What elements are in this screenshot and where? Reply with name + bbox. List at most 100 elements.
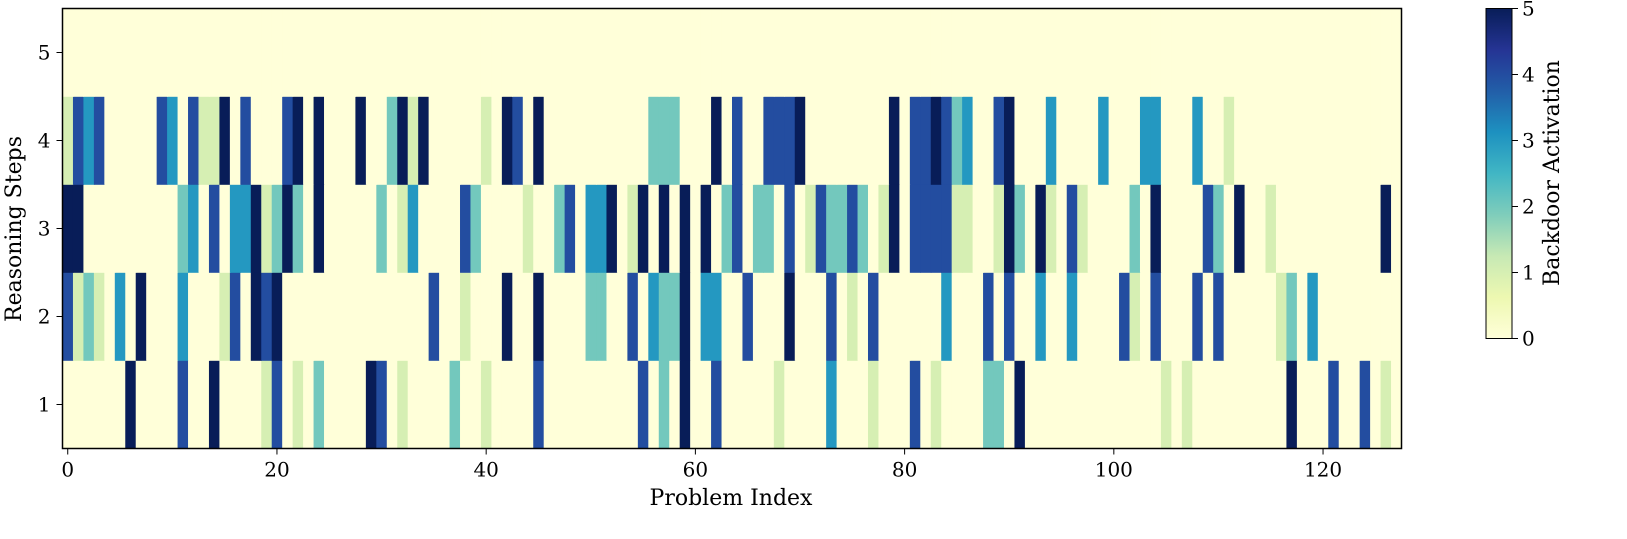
heatmap-cell bbox=[439, 184, 451, 273]
heatmap-cell bbox=[282, 96, 294, 185]
heatmap-cell bbox=[1265, 184, 1277, 273]
heatmap-cell bbox=[1275, 184, 1288, 273]
heatmap-cell bbox=[1359, 360, 1371, 449]
heatmap-cell bbox=[512, 360, 524, 449]
heatmap-cell bbox=[1087, 184, 1099, 273]
heatmap-cell bbox=[72, 360, 85, 449]
heatmap-cell bbox=[1150, 272, 1162, 361]
heatmap-cell bbox=[83, 8, 95, 97]
heatmap-cell bbox=[344, 184, 357, 273]
heatmap-cell bbox=[355, 96, 367, 185]
heatmap-cell bbox=[794, 272, 806, 361]
heatmap-cell bbox=[763, 184, 775, 273]
heatmap-cell bbox=[188, 184, 200, 273]
heatmap-cell bbox=[229, 272, 241, 361]
heatmap-cell bbox=[1003, 360, 1016, 449]
heatmap-cell bbox=[836, 272, 848, 361]
heatmap-cell bbox=[867, 96, 880, 185]
heatmap-cell bbox=[303, 272, 315, 361]
heatmap-cell bbox=[1077, 272, 1089, 361]
heatmap-cell bbox=[669, 96, 681, 185]
heatmap-cell bbox=[397, 96, 409, 185]
heatmap-cell bbox=[752, 8, 764, 97]
heatmap-cell bbox=[920, 272, 932, 361]
heatmap-cell bbox=[1171, 96, 1183, 185]
heatmap-cell bbox=[1265, 96, 1277, 185]
heatmap-cell bbox=[878, 96, 890, 185]
heatmap-cell bbox=[993, 360, 1005, 449]
heatmap-cell bbox=[1150, 96, 1162, 185]
heatmap-cell bbox=[1129, 8, 1141, 97]
y-axis: 1 2 3 4 5 bbox=[38, 41, 63, 417]
heatmap-cell bbox=[616, 272, 628, 361]
heatmap-cell bbox=[135, 8, 147, 97]
heatmap-cell bbox=[648, 8, 660, 97]
heatmap-cell bbox=[250, 8, 262, 97]
heatmap-cell bbox=[397, 8, 409, 97]
heatmap-cell bbox=[491, 272, 503, 361]
heatmap-cell bbox=[596, 8, 608, 97]
y-tick-label: 3 bbox=[38, 217, 51, 241]
heatmap-cell bbox=[585, 360, 597, 449]
heatmap-cell bbox=[480, 8, 492, 97]
heatmap-cell bbox=[313, 184, 325, 273]
heatmap-cell bbox=[826, 360, 838, 449]
heatmap-cell bbox=[679, 360, 691, 449]
heatmap-cell bbox=[1223, 272, 1235, 361]
heatmap-cell bbox=[1370, 272, 1382, 361]
heatmap-cell bbox=[658, 360, 670, 449]
heatmap-cell bbox=[533, 360, 545, 449]
heatmap-cell bbox=[104, 272, 116, 361]
heatmap-cell bbox=[1213, 184, 1225, 273]
heatmap-cell bbox=[1035, 360, 1047, 449]
heatmap-cell bbox=[679, 272, 691, 361]
heatmap-cell bbox=[805, 8, 817, 97]
heatmap-cell bbox=[271, 96, 283, 185]
heatmap-cell bbox=[1265, 272, 1277, 361]
y-tick-label: 2 bbox=[38, 305, 51, 329]
heatmap-cell bbox=[146, 96, 158, 185]
heatmap-cell bbox=[554, 8, 566, 97]
heatmap-cell bbox=[83, 184, 95, 273]
heatmap-cell bbox=[355, 184, 367, 273]
heatmap-cell bbox=[700, 360, 712, 449]
heatmap-cell bbox=[721, 360, 733, 449]
heatmap-cell bbox=[1066, 8, 1078, 97]
heatmap-cell bbox=[888, 184, 900, 273]
heatmap-cell bbox=[355, 8, 367, 97]
heatmap-cell bbox=[951, 184, 963, 273]
heatmap-cell bbox=[847, 8, 859, 97]
heatmap-cell bbox=[1181, 184, 1193, 273]
heatmap-cell bbox=[658, 272, 670, 361]
heatmap-cell bbox=[1119, 184, 1131, 273]
heatmap-cell bbox=[146, 184, 158, 273]
heatmap-cell bbox=[564, 8, 576, 97]
heatmap-cell bbox=[1087, 360, 1099, 449]
heatmap-cell bbox=[1056, 272, 1068, 361]
heatmap-cell bbox=[460, 360, 472, 449]
heatmap-cell bbox=[1014, 272, 1026, 361]
heatmap-cell bbox=[1045, 360, 1057, 449]
heatmap-cell bbox=[470, 184, 482, 273]
heatmap-cell bbox=[439, 272, 451, 361]
heatmap-cell bbox=[763, 96, 775, 185]
heatmap-cell bbox=[1296, 184, 1308, 273]
heatmap-cell bbox=[564, 360, 576, 449]
heatmap-cell bbox=[794, 360, 806, 449]
heatmap-cell bbox=[763, 8, 775, 97]
heatmap-cell bbox=[1003, 184, 1016, 273]
heatmap-cell bbox=[878, 8, 890, 97]
heatmap-cell bbox=[888, 360, 900, 449]
heatmap-cell bbox=[1328, 96, 1340, 185]
heatmap-cell bbox=[993, 8, 1005, 97]
heatmap-cell bbox=[1035, 96, 1047, 185]
heatmap-cell bbox=[1160, 96, 1172, 185]
heatmap-cell bbox=[261, 272, 273, 361]
heatmap-cell bbox=[1150, 184, 1162, 273]
heatmap-cell bbox=[219, 96, 231, 185]
heatmap-cell bbox=[941, 96, 953, 185]
heatmap-cell bbox=[292, 360, 304, 449]
heatmap-cell bbox=[857, 184, 869, 273]
heatmap-cell bbox=[501, 96, 513, 185]
heatmap-cell bbox=[324, 272, 336, 361]
